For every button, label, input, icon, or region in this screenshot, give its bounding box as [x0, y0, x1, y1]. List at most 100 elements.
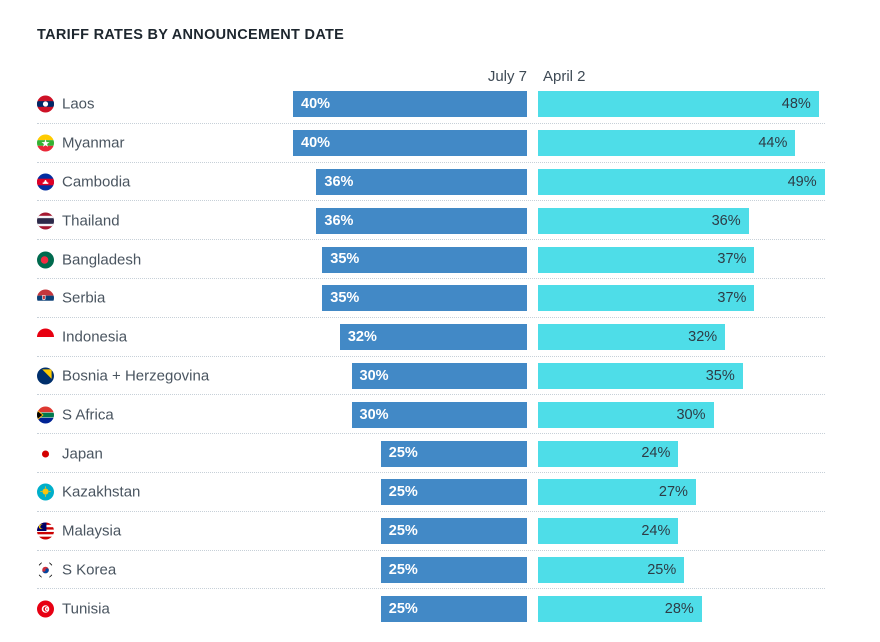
table-row: Thailand 36% 36%: [0, 201, 880, 240]
table-row: Bosnia + Herzegovina 30% 35%: [0, 357, 880, 396]
bar-april2-value-label: 37%: [717, 251, 747, 268]
country-label: Cambodia: [62, 173, 131, 191]
country-label: Indonesia: [62, 328, 128, 346]
table-row: S Korea 25% 25%: [0, 551, 880, 590]
country-label: Kazakhstan: [62, 483, 141, 501]
bar-july7-value-label: 35%: [330, 251, 360, 268]
bar-april2-value-label: 24%: [641, 445, 671, 462]
bar-april2: 35%: [538, 362, 743, 389]
bar-july7: 32%: [339, 324, 527, 351]
bar-july7-value-label: 25%: [388, 445, 418, 462]
bar-april2-value-label: 35%: [705, 367, 735, 384]
country-label: Laos: [62, 95, 95, 113]
bar-april2-value-label: 24%: [641, 522, 671, 539]
bar-april2: 37%: [538, 285, 755, 312]
chart-title: TARIFF RATES BY ANNOUNCEMENT DATE: [37, 27, 345, 43]
table-row: Malaysia 25% 24%: [0, 512, 880, 551]
flag-kazakhstan-icon: [37, 483, 54, 501]
bar-july7-value-label: 25%: [388, 484, 418, 501]
bar-april2: 32%: [538, 324, 726, 351]
bar-april2: 44%: [538, 130, 796, 157]
bar-april2: 36%: [538, 207, 749, 234]
bar-april2-value-label: 44%: [758, 134, 788, 151]
column-header-april2: April 2: [543, 68, 586, 85]
country-label: Malaysia: [62, 522, 122, 540]
bar-april2: 25%: [538, 556, 685, 583]
chart-rows: Laos 40% 48% Myanmar 40% 44% Cambodia 36% 49% Tha…: [0, 85, 880, 628]
country-label: Bosnia + Herzegovina: [62, 367, 210, 385]
country-label: S Africa: [62, 406, 114, 424]
bar-july7-value-label: 25%: [388, 561, 418, 578]
bar-july7: 35%: [322, 285, 527, 312]
bar-july7-value-label: 30%: [359, 367, 389, 384]
flag-serbia-icon: [37, 289, 54, 307]
bar-july7: 25%: [380, 440, 527, 467]
flag-south-korea-icon: [37, 561, 54, 579]
table-row: Japan 25% 24%: [0, 434, 880, 473]
bar-july7: 36%: [316, 168, 527, 195]
country-label: Japan: [62, 445, 103, 463]
flag-bosnia-herzegovina-icon: [37, 367, 54, 385]
bar-july7-value-label: 40%: [301, 96, 331, 113]
country-label: Tunisia: [62, 600, 110, 618]
bar-april2-value-label: 32%: [688, 328, 718, 345]
table-row: Indonesia 32% 32%: [0, 318, 880, 357]
bar-july7: 25%: [380, 556, 527, 583]
bar-july7-value-label: 36%: [324, 173, 354, 190]
flag-malaysia-icon: [37, 522, 54, 540]
bar-july7: 30%: [351, 401, 527, 428]
bar-april2: 49%: [538, 168, 825, 195]
bar-july7: 25%: [380, 595, 527, 622]
bar-april2: 28%: [538, 595, 702, 622]
bar-april2-value-label: 37%: [717, 290, 747, 307]
bar-july7: 35%: [322, 246, 527, 273]
bar-april2-value-label: 30%: [676, 406, 706, 423]
bar-april2-value-label: 48%: [781, 96, 811, 113]
bar-april2-value-label: 27%: [658, 484, 688, 501]
flag-cambodia-icon: [37, 173, 54, 191]
table-row: Cambodia 36% 49%: [0, 163, 880, 202]
country-label: Bangladesh: [62, 251, 142, 269]
country-label: Myanmar: [62, 134, 125, 152]
table-row: Kazakhstan 25% 27%: [0, 473, 880, 512]
bar-july7-value-label: 40%: [301, 134, 331, 151]
flag-bangladesh-icon: [37, 251, 54, 269]
table-row: Serbia 35% 37%: [0, 279, 880, 318]
table-row: Tunisia 25% 28%: [0, 589, 880, 628]
bar-april2-value-label: 36%: [711, 212, 741, 229]
flag-laos-icon: [37, 95, 54, 113]
bar-july7: 25%: [380, 518, 527, 545]
flag-south-africa-icon: [37, 406, 54, 424]
bar-april2: 24%: [538, 518, 679, 545]
bar-april2: 27%: [538, 479, 696, 506]
bar-april2: 24%: [538, 440, 679, 467]
column-header-july7: July 7: [487, 68, 527, 85]
bar-july7-value-label: 35%: [330, 290, 360, 307]
flag-tunisia-icon: [37, 600, 54, 618]
bar-july7-value-label: 32%: [347, 328, 377, 345]
bar-july7-value-label: 30%: [359, 406, 389, 423]
bar-july7-value-label: 25%: [388, 600, 418, 617]
table-row: S Africa 30% 30%: [0, 395, 880, 434]
bar-april2: 37%: [538, 246, 755, 273]
bar-april2: 30%: [538, 401, 714, 428]
bar-july7: 30%: [351, 362, 527, 389]
bar-july7-value-label: 25%: [388, 522, 418, 539]
bar-april2-value-label: 49%: [787, 173, 817, 190]
bar-july7: 40%: [293, 130, 527, 157]
bar-april2: 48%: [538, 91, 819, 118]
table-row: Bangladesh 35% 37%: [0, 240, 880, 279]
table-row: Laos 40% 48%: [0, 85, 880, 124]
bar-july7: 25%: [380, 479, 527, 506]
flag-thailand-icon: [37, 212, 54, 230]
bar-april2-value-label: 25%: [647, 561, 677, 578]
country-label: S Korea: [62, 561, 117, 579]
bar-july7: 40%: [293, 91, 527, 118]
bar-july7: 36%: [316, 207, 527, 234]
bar-july7-value-label: 36%: [324, 212, 354, 229]
flag-japan-icon: [37, 445, 54, 463]
table-row: Myanmar 40% 44%: [0, 124, 880, 163]
bar-april2-value-label: 28%: [664, 600, 694, 617]
flag-indonesia-icon: [37, 328, 54, 346]
